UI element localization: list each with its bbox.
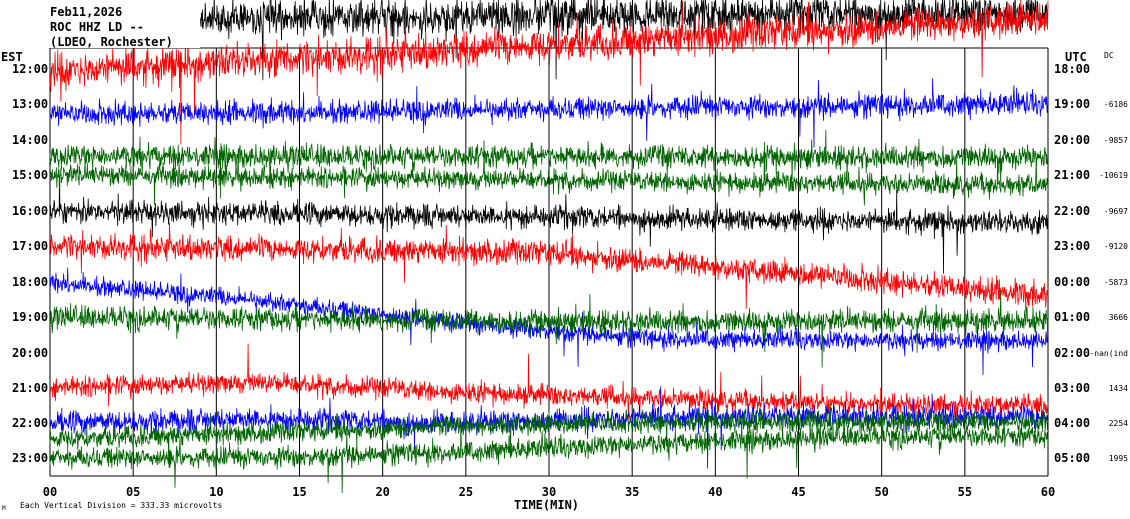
dc-offset-label: -9857 [1104,136,1128,145]
seismic-trace [49,267,1049,376]
dc-offset-label: -6186 [1104,100,1128,109]
utc-time-label: 20:00 [1054,133,1090,147]
est-time-label: 13:00 [12,97,48,111]
seismic-trace [49,399,1049,463]
seismic-trace [49,140,1049,217]
est-time-label: 19:00 [12,310,48,324]
x-tick-label: 60 [1041,485,1055,499]
dc-offset-label: -9120 [1104,242,1128,251]
x-tick-label: 45 [791,485,805,499]
est-axis-title: EST [1,50,23,64]
dc-offset-label: -9697 [1104,207,1128,216]
dc-offset-label: 3666 [1109,313,1128,322]
footer-mark: M [2,505,6,512]
est-time-label: 20:00 [12,346,48,360]
dc-axis-title: DC [1104,51,1114,60]
seismic-trace [49,78,1049,148]
utc-axis-title: UTC [1065,50,1087,64]
est-time-label: 23:00 [12,451,48,465]
utc-time-label: 01:00 [1054,310,1090,324]
x-tick-label: 10 [209,485,223,499]
x-tick-label: 40 [708,485,722,499]
dc-offset-label: -5873 [1104,278,1128,287]
seismic-trace [49,0,1049,145]
est-time-label: 18:00 [12,275,48,289]
est-time-label: 15:00 [12,168,48,182]
header-date: Feb11,2026 [50,5,122,19]
utc-time-label: 19:00 [1054,97,1090,111]
est-time-label: 16:00 [12,204,48,218]
est-time-label: 21:00 [12,381,48,395]
dc-offset-label: 1434 [1109,384,1128,393]
x-tick-label: 50 [874,485,888,499]
seismic-trace [49,423,1049,494]
x-tick-label: 15 [292,485,306,499]
dc-offset-label: 1995 [1109,454,1128,463]
seismic-trace [49,129,1049,199]
x-tick-label: 00 [43,485,57,499]
utc-time-label: 23:00 [1054,239,1090,253]
utc-time-label: 18:00 [1054,62,1090,76]
utc-time-label: 21:00 [1054,168,1090,182]
dc-offset-label: -nan(ind [1089,349,1128,358]
dc-offset-label: -10619 [1099,171,1128,180]
est-time-label: 22:00 [12,416,48,430]
seismic-trace [49,291,1049,368]
utc-time-label: 03:00 [1054,381,1090,395]
x-tick-label: 05 [126,485,140,499]
trace-layer [49,0,1049,494]
footer-scale-note: Each Vertical Division = 333.33 microvol… [20,501,222,510]
utc-time-label: 00:00 [1054,275,1090,289]
utc-time-label: 02:00 [1054,346,1090,360]
x-tick-label: 25 [459,485,473,499]
header-backdrop [0,0,200,48]
x-tick-label: 30 [542,485,556,499]
label-layer: 12:00 18:00 13:00 19:00 -6186 14:00 20:00 -9857… [12,62,1128,465]
x-tick-label: 20 [375,485,389,499]
dc-offset-label: 2254 [1109,419,1128,428]
header-station: ROC HHZ LD -- [50,20,144,34]
x-axis-title: TIME(MIN) [514,498,579,512]
x-tick-labels: 00 05 10 15 20 25 30 35 40 45 50 55 60 [43,485,1055,499]
est-time-label: 14:00 [12,133,48,147]
est-time-label: 12:00 [12,62,48,76]
utc-time-label: 22:00 [1054,204,1090,218]
header-location: (LDEO, Rochester) [50,35,173,49]
x-tick-label: 55 [958,485,972,499]
seismic-trace [49,343,1049,428]
utc-time-label: 04:00 [1054,416,1090,430]
seismic-trace [49,189,1049,274]
seismic-trace [49,222,1049,312]
est-time-label: 17:00 [12,239,48,253]
utc-time-label: 05:00 [1054,451,1090,465]
x-tick-label: 35 [625,485,639,499]
